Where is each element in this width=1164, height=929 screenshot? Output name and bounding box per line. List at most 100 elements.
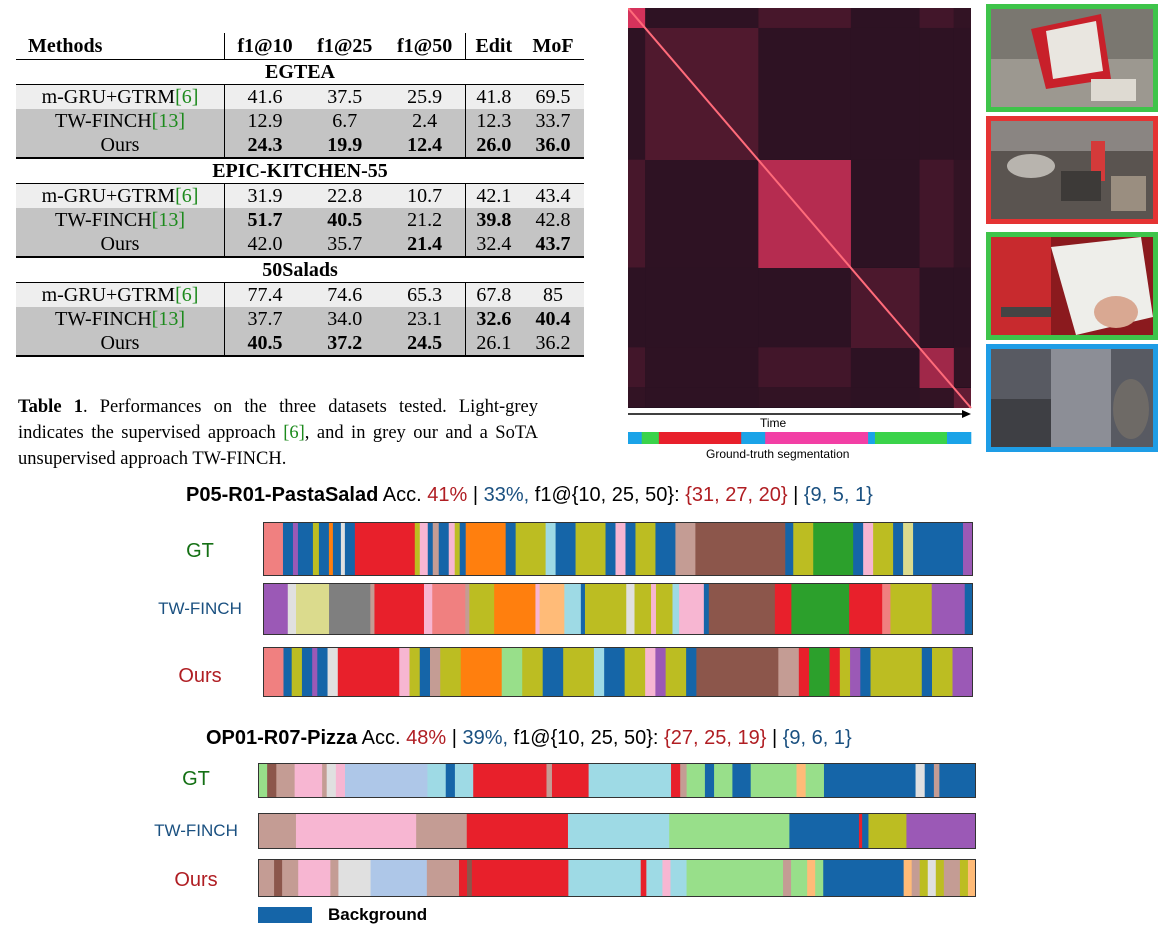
segment-block	[515, 522, 547, 576]
segment-block	[564, 583, 582, 635]
segment-block	[913, 522, 964, 576]
heatmap-offdiag-block	[645, 387, 759, 408]
example2-sep2: |	[771, 727, 778, 749]
value-cell: 37.5	[304, 84, 385, 109]
method-cell: TW-FINCH[13]	[16, 208, 225, 232]
segment-block	[312, 522, 320, 576]
table-row: Ours 42.0 35.7 21.4 32.4 43.7	[16, 232, 584, 258]
value-cell: 22.8	[304, 183, 385, 208]
example2-name: OP01-R07-Pizza	[206, 727, 358, 749]
segment-block	[750, 763, 797, 798]
heatmap-offdiag-block	[919, 267, 954, 348]
value-cell: 19.9	[304, 133, 385, 159]
header-f1-25: f1@25	[304, 33, 385, 60]
segment-block	[695, 522, 786, 576]
value-cell: 10.7	[384, 183, 466, 208]
example2-sep: |	[451, 727, 457, 749]
segment-block	[258, 813, 297, 849]
segment-block	[815, 859, 824, 897]
segment-bar-frame	[263, 522, 973, 576]
method-name: TW-FINCH	[55, 109, 152, 132]
segment-block	[858, 813, 863, 849]
gt-segment	[641, 432, 660, 444]
value-cell: 12.9	[224, 109, 305, 133]
header-edit: Edit	[465, 33, 523, 60]
caption-text-end: , and in grey our and a SoTA unsupervise…	[18, 423, 538, 469]
segment-block	[584, 583, 627, 635]
segment-block	[263, 647, 284, 697]
segment-block	[465, 522, 507, 576]
segment-block	[655, 647, 667, 697]
example1-acc-label: Acc.	[382, 484, 422, 506]
segment-block	[312, 647, 318, 697]
value-cell: 23.1	[384, 307, 466, 331]
segment-block	[317, 647, 328, 697]
heatmap-offdiag-block	[850, 347, 920, 388]
segment-block	[703, 583, 710, 635]
table-row: TW-FINCH[13] 12.9 6.7 2.4 12.3 33.7	[16, 109, 584, 133]
method-citation: [6]	[175, 184, 199, 207]
example1-ours-bar	[263, 647, 973, 697]
value-cell: 24.5	[384, 331, 466, 357]
segment-block	[732, 763, 752, 798]
value-cell: 24.3	[224, 133, 305, 159]
segment-block	[568, 859, 642, 897]
table-row: TW-FINCH[13] 51.7 40.5 21.2 39.8 42.8	[16, 208, 584, 232]
example2-ours-bar	[258, 859, 976, 897]
segment-block	[370, 859, 428, 897]
gt-segment	[868, 432, 876, 444]
caption-text: . Performances on the three datasets tes…	[18, 397, 538, 443]
segment-block	[298, 859, 331, 897]
example1-f1-ours: {31, 27, 20}	[685, 484, 788, 506]
segment-block	[563, 647, 595, 697]
method-name: TW-FINCH	[55, 307, 152, 330]
segment-block	[295, 813, 417, 849]
segment-block	[419, 522, 429, 576]
method-cell: Ours	[16, 331, 225, 357]
segment-block	[593, 647, 605, 697]
segment-block	[473, 763, 547, 798]
value-cell: 6.7	[304, 109, 385, 133]
segment-block	[791, 583, 850, 635]
segment-block	[471, 859, 569, 897]
segment-block	[459, 522, 467, 576]
segment-block	[539, 583, 565, 635]
gt-segment	[874, 432, 948, 444]
segment-bar-frame	[263, 583, 973, 635]
table-row: m-GRU+GTRM[6] 77.4 74.6 65.3 67.8 85	[16, 282, 584, 307]
segment-block	[679, 583, 705, 635]
heatmap-offdiag-block	[628, 347, 646, 388]
segment-block	[625, 522, 636, 576]
table-row: TW-FINCH[13] 37.7 34.0 23.1 32.6 40.4	[16, 307, 584, 331]
segment-block	[903, 522, 914, 576]
table-header-row: Methods f1@10 f1@25 f1@50 Edit MoF	[16, 33, 584, 60]
segment-block	[615, 522, 626, 576]
segment-block	[292, 522, 299, 576]
segment-block	[604, 647, 626, 697]
example1-f1-tw: {9, 5, 1}	[803, 484, 873, 506]
example1-sep2: |	[793, 484, 799, 506]
value-cell: 37.7	[224, 307, 305, 331]
value-cell: 25.9	[384, 84, 466, 109]
example2-f1-label: f1@{10, 25, 50}:	[513, 727, 659, 749]
header-f1-50: f1@50	[384, 33, 466, 60]
segment-block	[670, 859, 687, 897]
method-citation: [13]	[151, 208, 185, 231]
value-cell: 42.8	[522, 208, 584, 232]
heatmap-offdiag-block	[758, 387, 851, 408]
segment-block	[416, 813, 468, 849]
segment-block	[459, 859, 468, 897]
segment-block	[287, 583, 297, 635]
segment-block	[263, 583, 289, 635]
segment-block	[546, 763, 553, 798]
segment-block	[329, 583, 371, 635]
segment-block	[952, 647, 973, 697]
method-citation: [13]	[151, 109, 185, 132]
segment-block	[778, 647, 800, 697]
segment-block	[919, 859, 929, 897]
example2-acc-tw: 39%,	[462, 727, 509, 749]
segment-block	[337, 647, 400, 697]
segment-block	[783, 859, 792, 897]
method-name: TW-FINCH	[55, 208, 152, 231]
value-cell: 43.7	[522, 232, 584, 258]
